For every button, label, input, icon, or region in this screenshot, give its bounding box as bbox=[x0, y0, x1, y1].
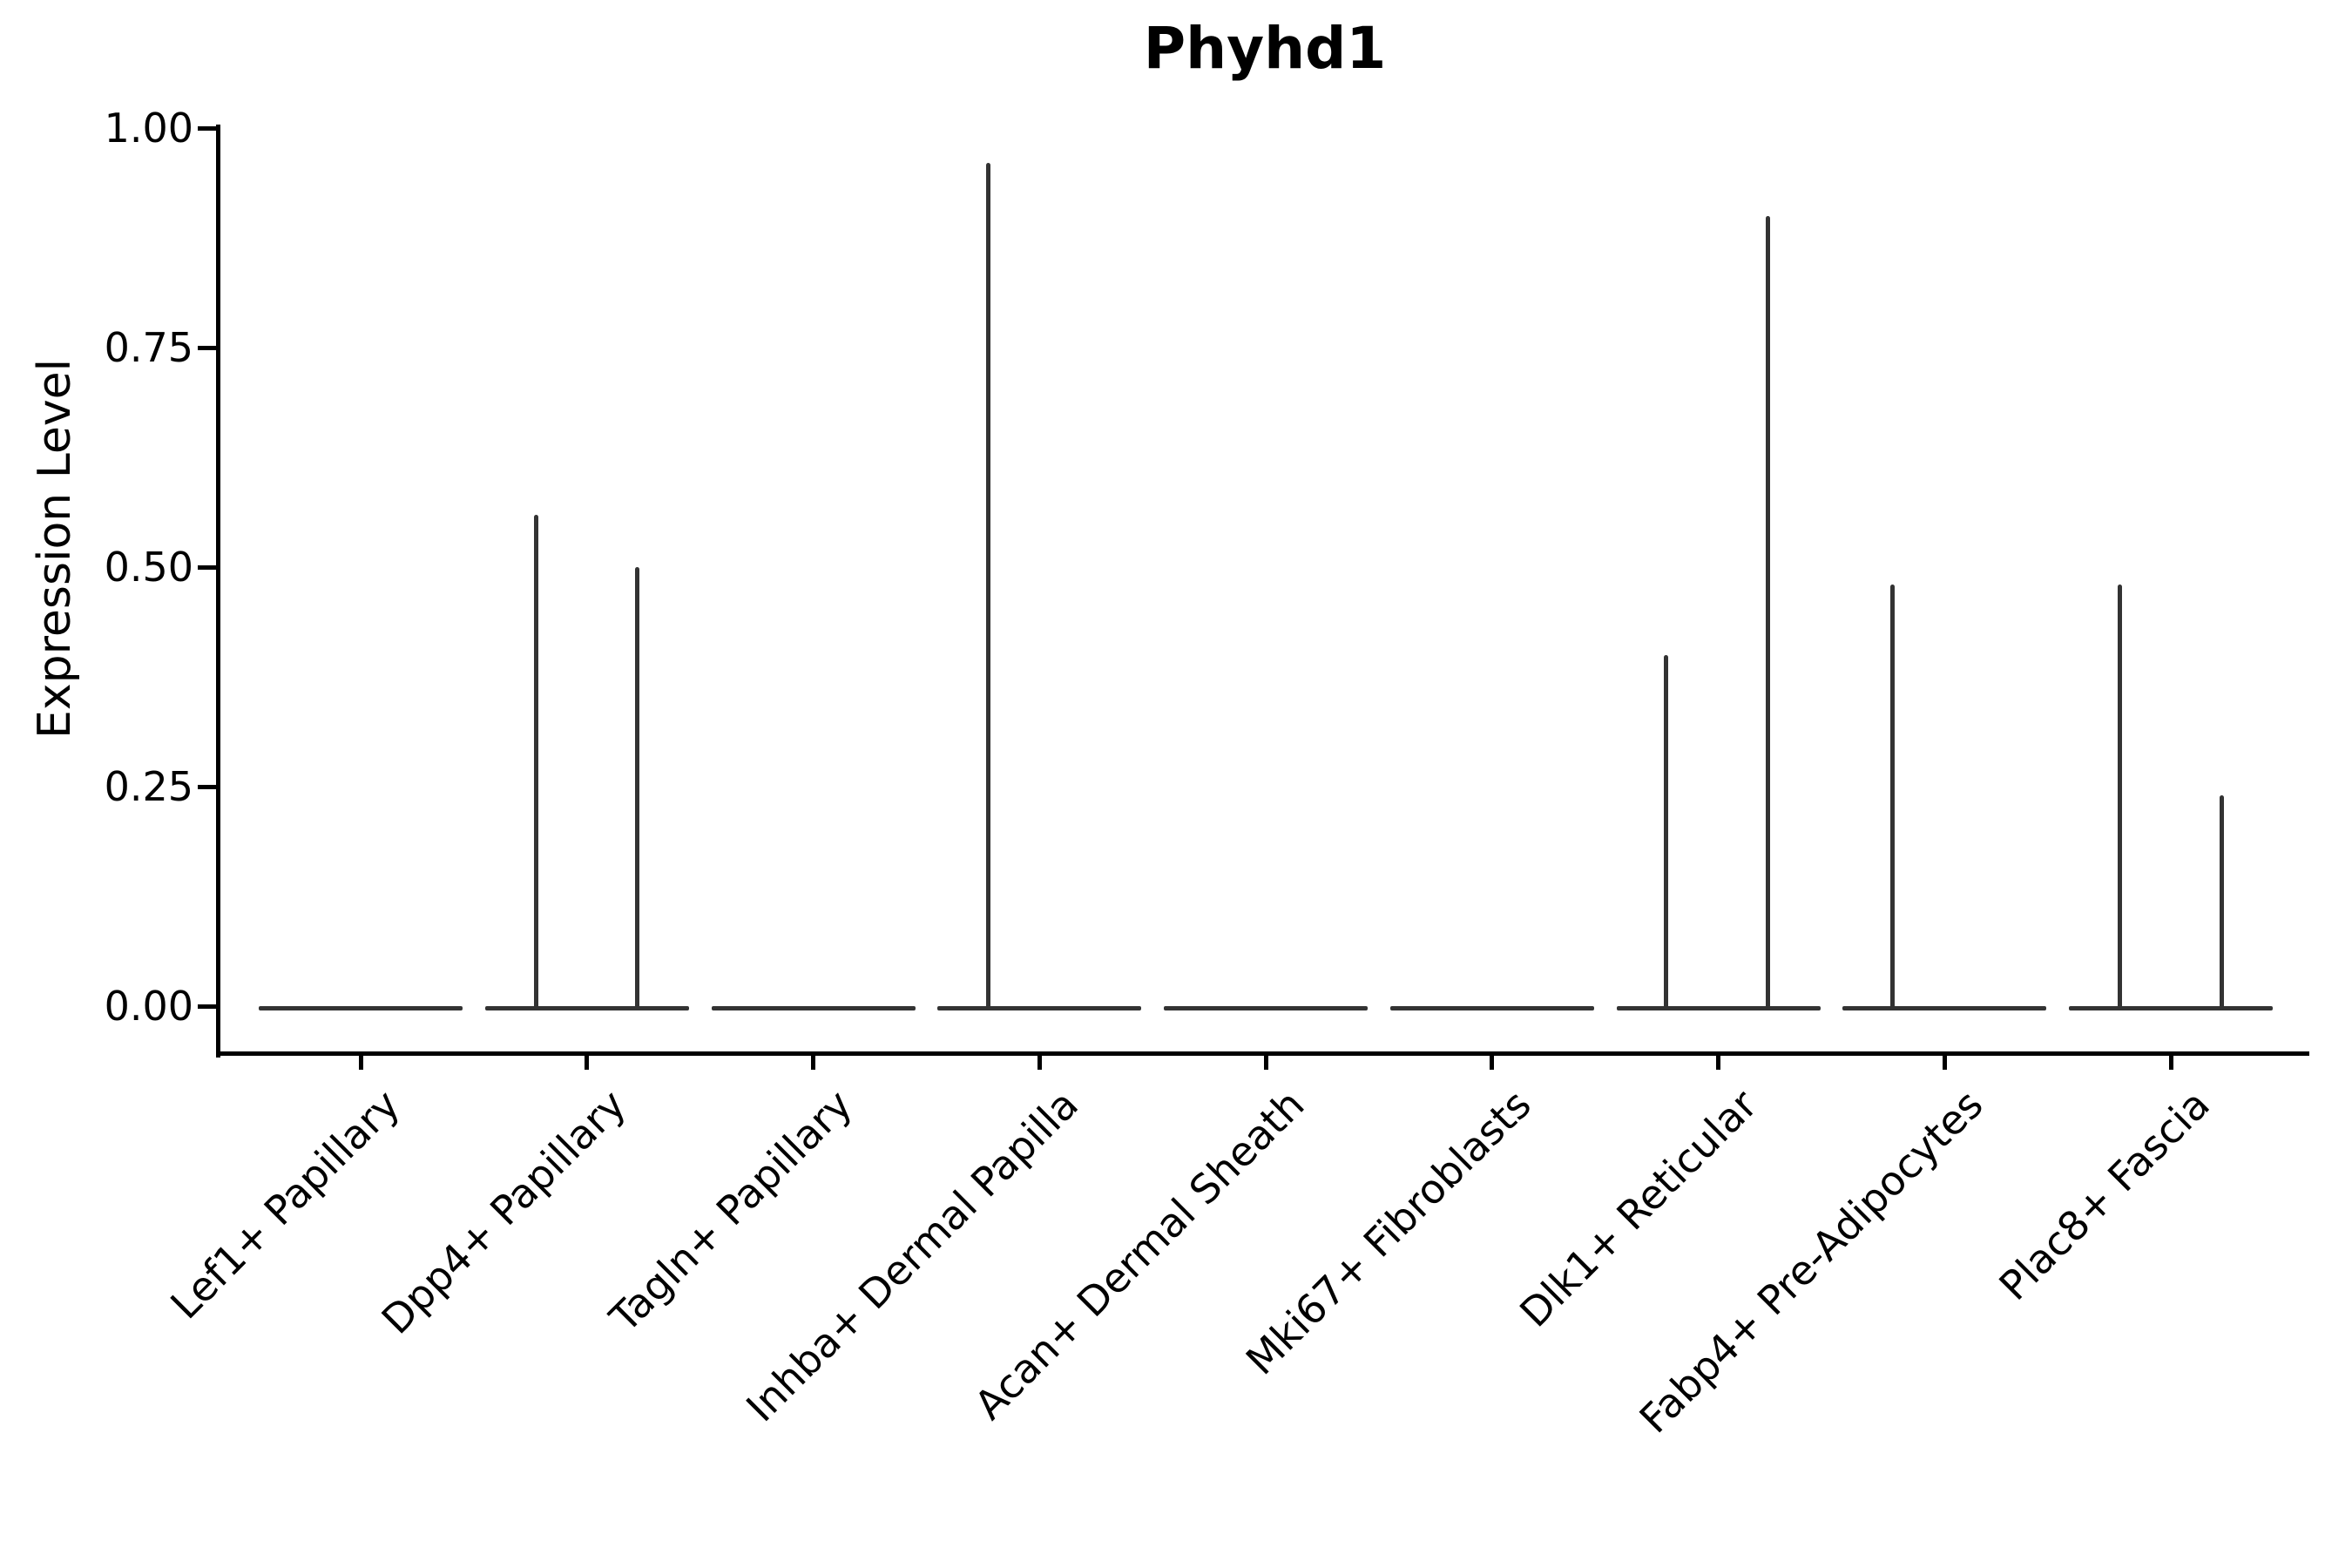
violin-spike bbox=[534, 514, 539, 1010]
y-tick-label: 0.50 bbox=[104, 544, 193, 591]
violin-spike bbox=[1766, 215, 1771, 1010]
violin-spike bbox=[2117, 585, 2122, 1010]
x-tick-label: Lef1+ Papillary bbox=[160, 1080, 409, 1328]
x-tick-mark bbox=[2168, 1053, 2173, 1070]
y-axis-label: Expression Level bbox=[29, 358, 81, 739]
violin-spike bbox=[2220, 795, 2225, 1010]
plot-title: Phyhd1 bbox=[1143, 15, 1387, 82]
y-axis-spine bbox=[216, 125, 220, 1058]
violin-baseline bbox=[259, 1005, 463, 1010]
y-tick-label: 0.00 bbox=[104, 983, 193, 1030]
y-tick-label: 1.00 bbox=[104, 105, 193, 152]
x-tick-mark bbox=[1942, 1053, 1947, 1070]
x-tick-mark bbox=[358, 1053, 363, 1070]
y-tick-label: 0.25 bbox=[104, 763, 193, 810]
x-tick-label: Dpp4+ Papillary bbox=[372, 1080, 635, 1343]
violin-baseline bbox=[1389, 1005, 1594, 1010]
y-tick-mark bbox=[198, 564, 216, 570]
x-tick-mark bbox=[1490, 1053, 1495, 1070]
violin-baseline bbox=[1842, 1005, 2047, 1010]
x-tick-mark bbox=[1263, 1053, 1268, 1070]
x-tick-mark bbox=[1037, 1053, 1042, 1070]
violin-baseline bbox=[711, 1005, 916, 1010]
y-tick-label: 0.75 bbox=[104, 324, 193, 371]
x-axis-spine bbox=[216, 1051, 2309, 1056]
violin-spike bbox=[1663, 654, 1668, 1010]
y-tick-mark bbox=[198, 125, 216, 131]
violin-baseline bbox=[1616, 1005, 1821, 1010]
violin-baseline bbox=[1164, 1005, 1368, 1010]
violin-baseline bbox=[2069, 1005, 2273, 1010]
x-tick-mark bbox=[1716, 1053, 1720, 1070]
y-tick-mark bbox=[198, 345, 216, 350]
x-tick-label: Dlk1+ Reticular bbox=[1511, 1080, 1767, 1336]
x-tick-label: Plac8+ Fascia bbox=[1990, 1080, 2219, 1309]
y-tick-mark bbox=[198, 1004, 216, 1009]
violin-spike bbox=[635, 567, 640, 1010]
violin-baseline bbox=[937, 1005, 1142, 1010]
x-tick-label: Tagln+ Papillary bbox=[600, 1080, 862, 1342]
y-tick-mark bbox=[198, 784, 216, 789]
violin-spike bbox=[1890, 585, 1896, 1010]
x-tick-mark bbox=[585, 1053, 590, 1070]
violin-spike bbox=[985, 163, 990, 1010]
violin-baseline bbox=[484, 1005, 689, 1010]
x-tick-mark bbox=[811, 1053, 815, 1070]
